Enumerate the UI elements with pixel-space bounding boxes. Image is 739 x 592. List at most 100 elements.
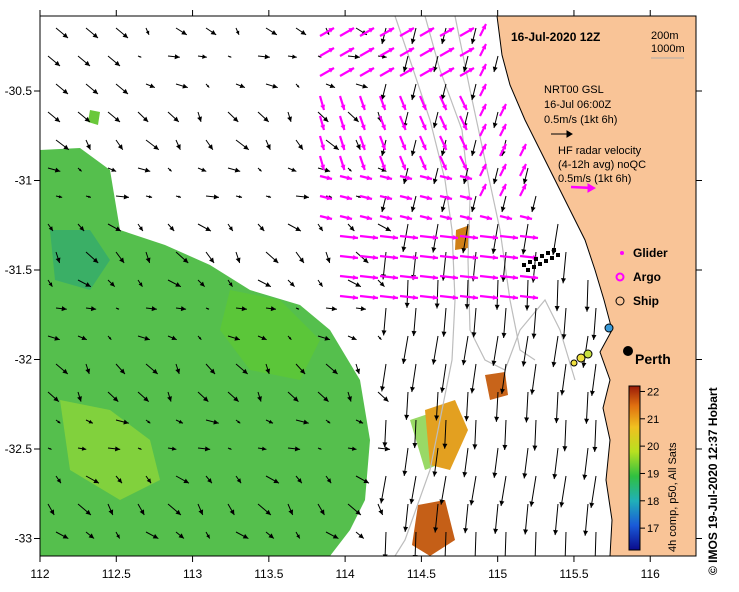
model-arrow xyxy=(47,279,53,287)
model-arrow xyxy=(257,54,270,60)
contour-1000m xyxy=(394,16,456,556)
model-arrow xyxy=(317,447,322,450)
model-arrow xyxy=(325,251,331,264)
model-arrow xyxy=(471,307,477,338)
model-arrow xyxy=(500,195,507,213)
model-arrow xyxy=(77,391,82,402)
radar-arrow xyxy=(359,174,373,181)
radar-arrow xyxy=(399,254,419,260)
model-arrow xyxy=(325,419,331,424)
radar-arrow xyxy=(479,183,487,197)
sst-patch-light xyxy=(60,400,160,500)
radar-arrow xyxy=(398,135,407,151)
model-arrow xyxy=(47,503,55,516)
model-arrow xyxy=(410,83,417,101)
model-arrow xyxy=(410,139,417,157)
model-arrow xyxy=(47,391,60,403)
model-arrow xyxy=(47,167,61,173)
colorbar-tick-label: 22 xyxy=(647,386,659,398)
model-arrow xyxy=(347,503,362,516)
radar-arrow xyxy=(379,27,395,37)
model-arrow xyxy=(235,195,243,199)
model-arrow xyxy=(295,307,300,310)
model-arrow xyxy=(524,279,530,311)
radar-arrow xyxy=(379,214,393,221)
model-arrow xyxy=(77,446,87,451)
model-arrow xyxy=(470,83,477,101)
model-arrow xyxy=(205,475,213,484)
model-arrow xyxy=(257,446,267,451)
radar-arrow xyxy=(339,254,359,260)
contour-200m xyxy=(424,16,576,381)
model-arrow xyxy=(55,531,69,539)
model-arrow xyxy=(295,475,303,484)
model-arrow xyxy=(500,363,507,395)
radar-arrow xyxy=(379,47,395,57)
model-arrow xyxy=(410,195,417,213)
radar-arrow xyxy=(499,183,507,197)
radar-arrow xyxy=(459,234,479,240)
model-arrow xyxy=(85,251,99,264)
model-arrow xyxy=(440,27,447,45)
model-arrow xyxy=(47,223,54,232)
radar-arrow xyxy=(359,214,373,221)
model-arrow xyxy=(85,306,97,312)
model-arrow xyxy=(317,279,323,287)
model-arrow xyxy=(295,139,304,151)
radar-arrow xyxy=(479,103,487,117)
radar-arrow xyxy=(359,194,373,201)
radar-arrow xyxy=(438,115,448,131)
colorbar-tick-label: 19 xyxy=(647,468,659,480)
model-arrow xyxy=(227,55,232,58)
radar-arrow xyxy=(479,234,499,240)
radar-arrow xyxy=(419,214,433,221)
radar-arrow xyxy=(499,234,519,240)
model-arrow xyxy=(551,335,559,368)
model-arrow xyxy=(325,306,338,312)
radar-arrow xyxy=(439,234,459,240)
model-arrow xyxy=(175,139,181,150)
model-arrow xyxy=(562,419,568,452)
dot-icon xyxy=(620,251,624,255)
x-tick-label: 113 xyxy=(183,567,202,581)
model-arrow xyxy=(137,167,151,173)
circle-icon xyxy=(615,296,625,306)
model-arrow xyxy=(137,447,142,450)
radar-arrow xyxy=(419,67,435,77)
model-arrow xyxy=(463,503,469,534)
model-arrow xyxy=(175,195,182,198)
radar-arrow xyxy=(519,274,539,280)
model-arrow xyxy=(411,307,417,337)
x-tick-label: 112 xyxy=(30,567,49,581)
model-arrow xyxy=(77,223,85,232)
model-arrow xyxy=(529,363,537,395)
radar-arrow xyxy=(338,95,346,111)
svg-text:Glider: Glider xyxy=(633,246,668,260)
model-arrow xyxy=(534,531,537,556)
model-arrow xyxy=(205,531,211,539)
radar-arrow xyxy=(519,163,527,177)
model-arrow xyxy=(409,475,417,505)
radar-arrow xyxy=(359,67,375,77)
glider-track xyxy=(522,248,560,272)
radar-arrow xyxy=(419,27,435,37)
model-arrow xyxy=(554,391,560,424)
model-arrow xyxy=(552,447,559,480)
model-arrow xyxy=(492,55,499,73)
model-arrow xyxy=(317,503,325,516)
radar-arrow xyxy=(439,294,459,300)
radar-arrow xyxy=(339,27,355,37)
model-arrow xyxy=(55,83,69,95)
model-arrow xyxy=(377,335,382,341)
model-arrow xyxy=(47,335,60,341)
radar-arrow xyxy=(399,294,419,300)
model-arrow xyxy=(295,27,307,36)
model-arrow xyxy=(55,419,61,424)
radar-arrow xyxy=(399,214,413,221)
city-label-perth: Perth xyxy=(635,351,671,367)
model-arrow xyxy=(77,111,91,123)
coastal-markers xyxy=(570,323,633,367)
perth-dot xyxy=(623,346,633,356)
radar-arrow xyxy=(319,194,333,201)
radar-arrow xyxy=(318,155,326,171)
